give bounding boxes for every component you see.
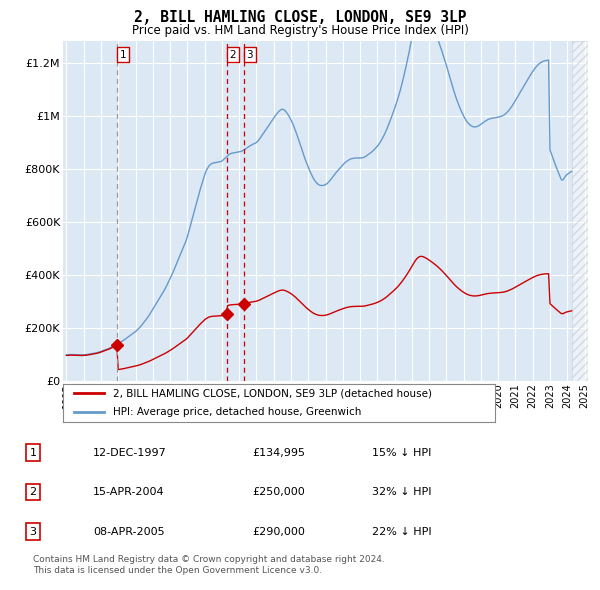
Bar [572,41,588,381]
Text: 15-APR-2004: 15-APR-2004 [93,487,164,497]
Text: 32% ↓ HPI: 32% ↓ HPI [372,487,431,497]
Text: £134,995: £134,995 [252,448,305,457]
Text: Price paid vs. HM Land Registry's House Price Index (HPI): Price paid vs. HM Land Registry's House … [131,24,469,37]
Text: 2, BILL HAMLING CLOSE, LONDON, SE9 3LP (detached house): 2, BILL HAMLING CLOSE, LONDON, SE9 3LP (… [113,388,431,398]
Text: Contains HM Land Registry data © Crown copyright and database right 2024.: Contains HM Land Registry data © Crown c… [33,555,385,563]
Text: £290,000: £290,000 [252,527,305,536]
Text: 3: 3 [29,527,37,536]
Text: 08-APR-2005: 08-APR-2005 [93,527,164,536]
Text: 12-DEC-1997: 12-DEC-1997 [93,448,167,457]
Text: 2: 2 [229,50,236,60]
Text: 3: 3 [247,50,253,60]
Text: 2, BILL HAMLING CLOSE, LONDON, SE9 3LP: 2, BILL HAMLING CLOSE, LONDON, SE9 3LP [134,10,466,25]
Text: This data is licensed under the Open Government Licence v3.0.: This data is licensed under the Open Gov… [33,566,322,575]
Text: 2: 2 [29,487,37,497]
Text: HPI: Average price, detached house, Greenwich: HPI: Average price, detached house, Gree… [113,407,361,417]
Text: 1: 1 [29,448,37,457]
Text: 22% ↓ HPI: 22% ↓ HPI [372,527,431,536]
Text: 15% ↓ HPI: 15% ↓ HPI [372,448,431,457]
Text: £250,000: £250,000 [252,487,305,497]
Text: 1: 1 [120,50,127,60]
